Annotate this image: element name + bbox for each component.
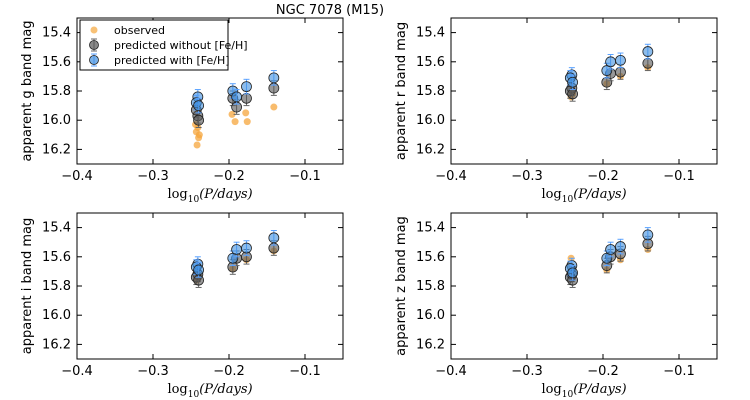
y-tick-label-r: 16.0 (416, 113, 445, 128)
data-point (268, 72, 280, 84)
data-point (193, 114, 205, 126)
y-axis-label-g: apparent g band mag (20, 20, 35, 161)
data-point (615, 241, 626, 252)
axes-frame-z (450, 212, 718, 360)
data-point (642, 229, 654, 241)
legend-marker-predicted_with (89, 55, 99, 65)
series-predicted-with-fe-h--r (564, 43, 654, 91)
y-tick-label-r: 15.4 (416, 26, 445, 41)
y-tick-label-z: 15.6 (416, 250, 445, 265)
x-tick-label-r: −0.3 (511, 169, 543, 184)
panel-g: −0.4 −0.3 −0.2 −0.1 15.4 15.6 15.8 16.0 16.2 log1… (20, 17, 344, 205)
y-tick-label-z: 16.2 (416, 337, 445, 352)
y-axis-label-r: apparent r band mag (394, 22, 409, 160)
y-axis-label-z: apparent z band mag (394, 216, 409, 356)
y-tick-label-i: 16.0 (42, 308, 71, 323)
legend-marker-observed (90, 26, 98, 34)
axes-frame-i (76, 212, 344, 360)
y-tick-label-i: 16.2 (42, 337, 71, 352)
legend-label-observed: observed (114, 24, 165, 37)
data-point (231, 244, 243, 255)
x-tick-label-g: −0.2 (213, 169, 245, 184)
y-axis-label-i: apparent i band mag (20, 218, 35, 354)
y-tick-label-i: 15.4 (42, 221, 71, 236)
y-tick-label-g: 15.6 (42, 55, 71, 70)
x-tick-label-z: −0.1 (663, 364, 695, 379)
data-point (193, 100, 205, 111)
x-axis-label-z: log10(P/days) (541, 382, 626, 400)
series-predicted-with-fe-h--g (190, 70, 280, 114)
x-tick-label-g: −0.3 (137, 169, 169, 184)
data-point (241, 92, 252, 104)
legend-box (79, 19, 229, 71)
data-point (605, 244, 616, 255)
x-axis-label-r: log10(P/days) (541, 187, 626, 205)
y-tick-label-g: 16.0 (42, 113, 71, 128)
x-tick-label-i: −0.2 (213, 364, 245, 379)
x-axis-label-g: log10(P/days) (167, 187, 252, 205)
plots: −0.4 −0.3 −0.2 −0.1 15.4 15.6 15.8 16.0 16.2 log1… (20, 17, 718, 400)
legend-label-predicted_with: predicted with [Fe/H] (114, 54, 230, 67)
panel-r: −0.4 −0.3 −0.2 −0.1 15.4 15.6 15.8 16.0 16.2 log1… (394, 17, 718, 205)
x-tick-label-r: −0.1 (663, 169, 695, 184)
legend-label-predicted_without: predicted without [Fe/H] (114, 39, 248, 52)
series-predicted-with-fe-h--z (564, 227, 654, 281)
series-predicted-with-fe-h--i (190, 230, 280, 278)
data-point (241, 242, 252, 254)
data-point (242, 109, 250, 117)
legend-marker-predicted_without (89, 40, 99, 50)
y-tick-label-g: 15.8 (42, 84, 71, 99)
x-tick-label-z: −0.4 (435, 364, 467, 379)
data-point (231, 91, 243, 103)
y-tick-label-z: 16.0 (416, 308, 445, 323)
x-axis-label-i: log10(P/days) (167, 382, 252, 400)
data-point (270, 103, 278, 111)
x-tick-label-i: −0.3 (137, 364, 169, 379)
data-point (193, 141, 201, 149)
y-tick-label-r: 15.6 (416, 55, 445, 70)
panel-i: −0.4 −0.3 −0.2 −0.1 15.4 15.6 15.8 16.0 16.2 log1… (20, 212, 344, 400)
y-tick-label-z: 15.4 (416, 221, 445, 236)
data-point (268, 232, 280, 244)
y-tick-label-r: 16.2 (416, 142, 445, 157)
data-point (567, 88, 578, 100)
legend: observed predicted without [Fe/H] predicte… (79, 19, 248, 71)
panel-z: −0.4 −0.3 −0.2 −0.1 15.4 15.6 15.8 16.0 16.2 log1… (394, 212, 718, 400)
x-tick-label-r: −0.2 (587, 169, 619, 184)
data-point (642, 57, 654, 69)
x-tick-label-g: −0.1 (289, 169, 321, 184)
data-point (243, 118, 251, 126)
y-tick-label-i: 15.6 (42, 250, 71, 265)
data-point (615, 66, 626, 78)
figure-title: NGC 7078 (M15) (276, 3, 384, 18)
x-tick-label-i: −0.4 (61, 364, 93, 379)
x-tick-label-i: −0.1 (289, 364, 321, 379)
x-tick-label-g: −0.4 (61, 169, 93, 184)
data-point (241, 81, 252, 93)
x-tick-label-z: −0.2 (587, 364, 619, 379)
axes-frame-r (450, 17, 718, 165)
y-tick-label-r: 15.8 (416, 84, 445, 99)
data-point (228, 110, 236, 118)
y-tick-label-g: 16.2 (42, 142, 71, 157)
data-point (195, 131, 203, 139)
x-tick-label-z: −0.3 (511, 364, 543, 379)
data-point (567, 267, 578, 279)
data-point (231, 118, 239, 126)
data-point (605, 56, 616, 68)
y-tick-label-g: 15.4 (42, 26, 71, 41)
y-tick-label-z: 15.8 (416, 279, 445, 294)
x-tick-label-r: −0.4 (435, 169, 467, 184)
data-point (567, 76, 578, 88)
data-point (615, 54, 626, 66)
data-point (193, 264, 205, 276)
data-point (642, 46, 654, 57)
y-tick-label-i: 15.8 (42, 279, 71, 294)
